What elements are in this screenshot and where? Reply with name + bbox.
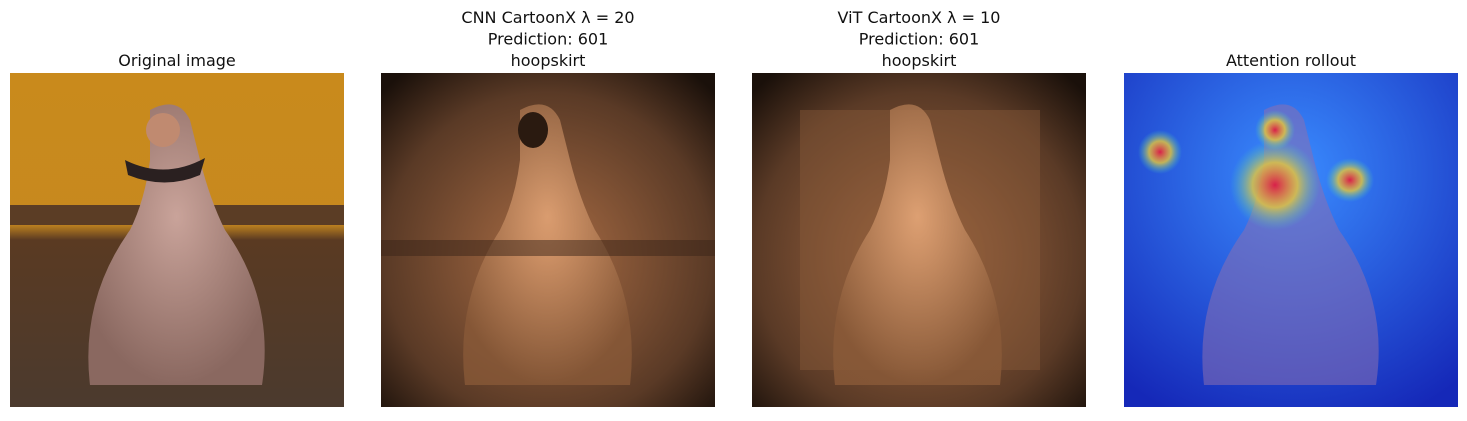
panel-title: Attention rollout [1226, 51, 1356, 70]
attention-rollout-image [1124, 73, 1458, 407]
cnn-cartoonx-image [381, 73, 715, 407]
panel-title: Original image [118, 51, 236, 70]
original-image [10, 73, 344, 407]
panel-title: hoopskirt [882, 51, 957, 70]
panel-title: Prediction: 601 [488, 30, 609, 49]
vit-cartoonx-image [752, 73, 1086, 407]
panel-title: hoopskirt [511, 51, 586, 70]
panel-title: CNN CartoonX λ = 20 [461, 8, 634, 27]
panel-title: ViT CartoonX λ = 10 [838, 8, 1001, 27]
panel-title: Prediction: 601 [859, 30, 980, 49]
